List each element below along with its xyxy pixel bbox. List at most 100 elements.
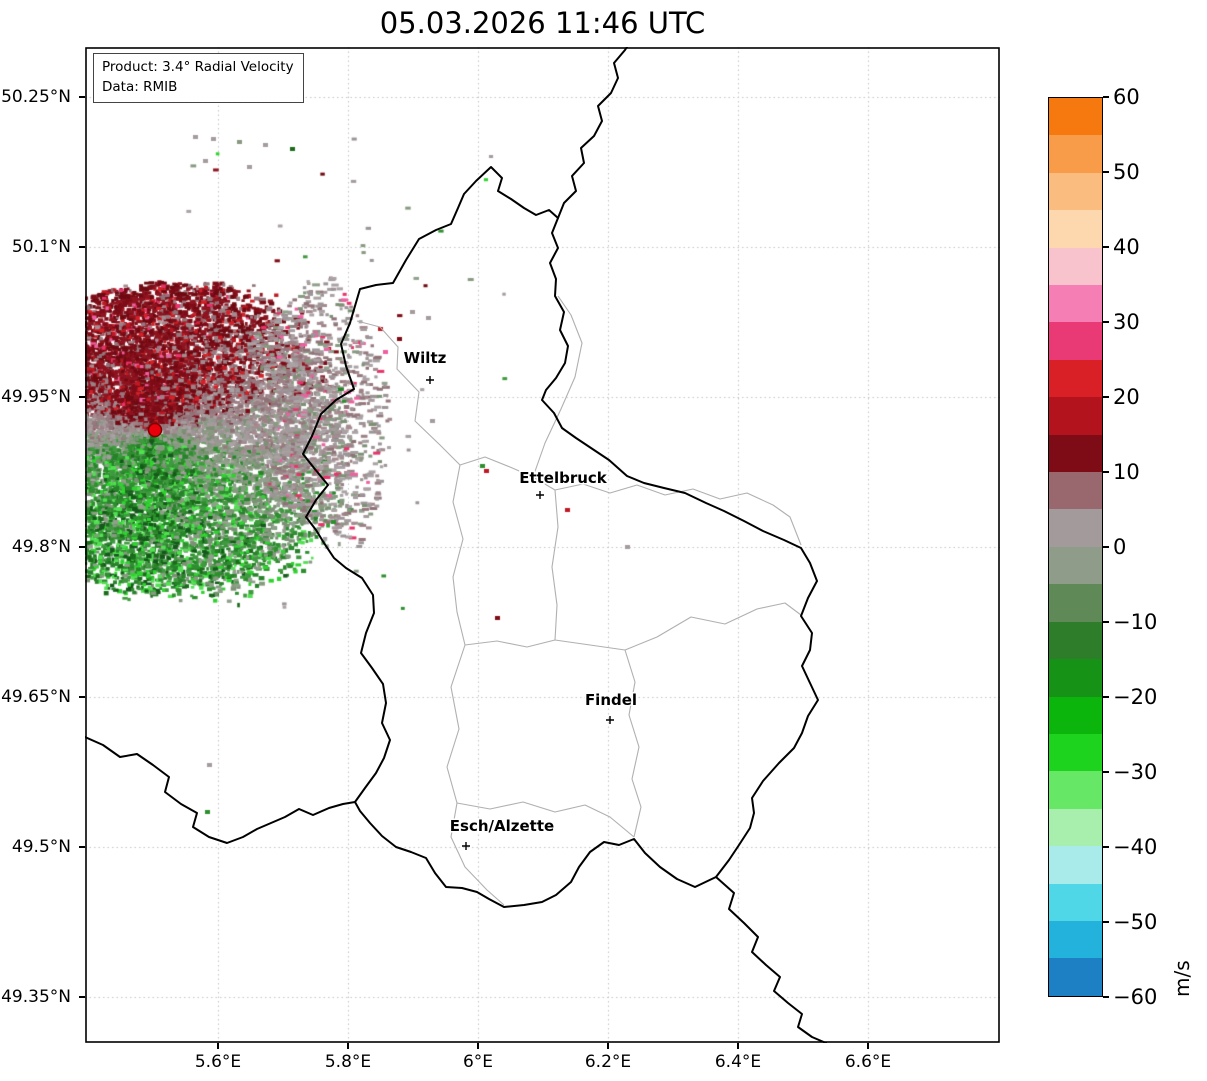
colorbar-segment	[1049, 434, 1102, 473]
colorbar-segment	[1049, 322, 1102, 360]
y-tick-label: 50.25°N	[1, 87, 71, 107]
colorbar-segment	[1049, 846, 1102, 884]
colorbar-tick-label: −20	[1113, 685, 1158, 709]
y-axis-tick-mark	[79, 996, 85, 998]
colorbar-gradient	[1048, 97, 1103, 997]
x-tick-label: 5.6°E	[194, 1052, 242, 1072]
colorbar-tick-mark	[1103, 96, 1109, 98]
colorbar-tick-mark	[1103, 396, 1109, 398]
radar-site-marker	[147, 422, 163, 438]
plot-frame	[85, 47, 1000, 1043]
map-plot: Wiltz Ettelbruck Findel Esch/Alzette Produc…	[85, 47, 1000, 1043]
colorbar-tick-label: −40	[1113, 835, 1158, 859]
y-tick-label: 49.8°N	[11, 537, 71, 557]
colorbar-tick-label: 60	[1113, 85, 1140, 109]
colorbar-segment	[1049, 359, 1102, 398]
city-label: Ettelbruck	[519, 469, 608, 487]
colorbar-tick-mark	[1103, 996, 1109, 998]
colorbar-segment	[1049, 808, 1102, 847]
colorbar-unit-label: m/s	[1170, 960, 1194, 997]
x-axis-tick-mark	[867, 1043, 869, 1049]
colorbar-segment	[1049, 285, 1102, 323]
colorbar-tick-mark	[1103, 771, 1109, 773]
colorbar-segment	[1049, 659, 1102, 697]
city-marker	[536, 491, 544, 499]
colorbar-segment	[1049, 247, 1102, 286]
y-axis-tick-mark	[79, 696, 85, 698]
colorbar-tick-mark	[1103, 696, 1109, 698]
colorbar-segment	[1049, 958, 1102, 996]
city-annotations: Wiltz Ettelbruck Findel Esch/Alzette	[402, 348, 639, 850]
colorbar-segment	[1049, 696, 1102, 734]
colorbar-segment	[1049, 546, 1102, 585]
x-axis-tick-mark	[347, 1043, 349, 1049]
colorbar-segment	[1049, 98, 1102, 136]
city-label: Findel	[585, 691, 637, 709]
city-marker	[606, 716, 614, 724]
colorbar-tick-mark	[1103, 921, 1109, 923]
colorbar-segment	[1049, 584, 1102, 622]
colorbar-segment	[1049, 135, 1102, 173]
colorbar-segment	[1049, 621, 1102, 660]
product-label: Product: 3.4° Radial Velocity	[102, 59, 294, 75]
colorbar-segment	[1049, 883, 1102, 921]
y-axis-tick-mark	[79, 246, 85, 248]
x-tick-label: 6°E	[462, 1052, 494, 1072]
colorbar-segment	[1049, 397, 1102, 435]
colorbar-tick-mark	[1103, 546, 1109, 548]
colorbar-segment	[1049, 509, 1102, 547]
product-info-box: Product: 3.4° Radial Velocity Data: RMIB	[93, 53, 304, 104]
x-axis-tick-mark	[737, 1043, 739, 1049]
y-axis-tick-mark	[79, 546, 85, 548]
colorbar-tick-label: −10	[1113, 610, 1158, 634]
border-southwest	[85, 736, 356, 844]
x-tick-label: 6.2°E	[584, 1052, 632, 1072]
canton-borders	[356, 295, 802, 906]
colorbar-tick-mark	[1103, 471, 1109, 473]
y-axis-tick-mark	[79, 96, 85, 98]
colorbar-segment	[1049, 172, 1102, 211]
colorbar-tick-label: 30	[1113, 310, 1140, 334]
colorbar-tick-mark	[1103, 321, 1109, 323]
colorbar-tick-mark	[1103, 846, 1109, 848]
y-tick-label: 50.1°N	[11, 237, 71, 257]
colorbar-tick-label: −50	[1113, 910, 1158, 934]
colorbar-segment	[1049, 210, 1102, 248]
colorbar-tick-label: 0	[1113, 535, 1127, 559]
country-borders	[85, 47, 827, 1043]
x-tick-label: 5.8°E	[324, 1052, 372, 1072]
colorbar-segment	[1049, 771, 1102, 809]
colorbar-tick-mark	[1103, 171, 1109, 173]
x-tick-label: 6.4°E	[714, 1052, 762, 1072]
border-southeast-continuation	[715, 876, 827, 1043]
colorbar-tick-label: 20	[1113, 385, 1140, 409]
x-tick-label: 6.6°E	[844, 1052, 892, 1072]
y-tick-label: 49.35°N	[1, 987, 71, 1007]
x-axis-tick-mark	[477, 1043, 479, 1049]
colorbar-tick-label: 50	[1113, 160, 1140, 184]
data-source-label: Data: RMIB	[102, 78, 178, 95]
colorbar-tick-label: 10	[1113, 460, 1140, 484]
colorbar-tick-label: 40	[1113, 235, 1140, 259]
border-north-continuation	[557, 47, 628, 219]
y-axis-tick-mark	[79, 396, 85, 398]
city-marker	[462, 842, 470, 850]
y-axis-tick-mark	[79, 846, 85, 848]
city-label: Wiltz	[404, 349, 447, 367]
colorbar-tick-label: −30	[1113, 760, 1158, 784]
colorbar-segment	[1049, 733, 1102, 772]
colorbar: 60 50 40 30 20 10 0 −10 −20 −30 −40 −50 −60 m/s	[1048, 85, 1207, 1009]
colorbar-tick-mark	[1103, 246, 1109, 248]
map-overlay: Wiltz Ettelbruck Findel Esch/Alzette	[85, 47, 1000, 1043]
colorbar-tick-mark	[1103, 621, 1109, 623]
y-tick-label: 49.5°N	[11, 837, 71, 857]
colorbar-tick-label: −60	[1113, 985, 1158, 1009]
x-axis-tick-mark	[217, 1043, 219, 1049]
figure-title: 05.03.2026 11:46 UTC	[379, 6, 706, 40]
x-axis-tick-mark	[607, 1043, 609, 1049]
y-tick-label: 49.65°N	[1, 687, 71, 707]
colorbar-segment	[1049, 920, 1102, 959]
city-label: Esch/Alzette	[450, 817, 554, 835]
luxembourg-border	[302, 166, 819, 908]
